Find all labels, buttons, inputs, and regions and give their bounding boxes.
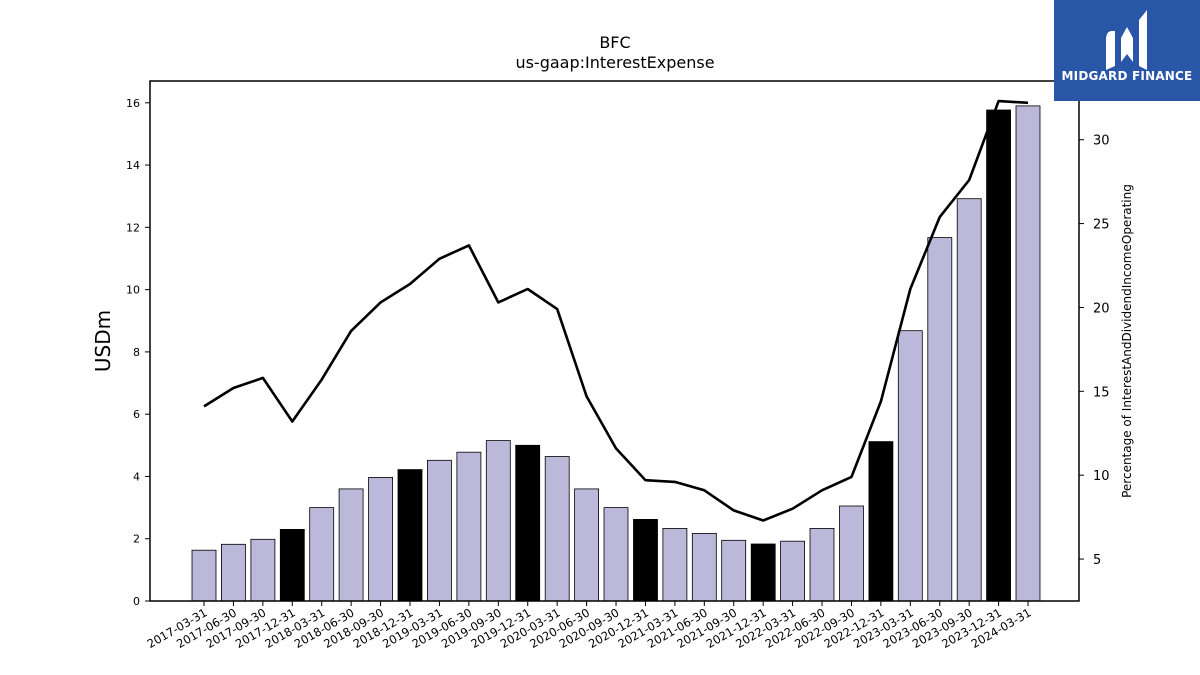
y-tick-label: 14 xyxy=(126,159,140,172)
bar-2023-03-31 xyxy=(897,330,923,602)
bar-2020-09-30 xyxy=(603,507,629,602)
bar-2019-06-30 xyxy=(456,451,482,602)
bar-2023-06-30 xyxy=(927,237,953,602)
bar-2023-09-30 xyxy=(956,198,982,602)
chart-title: BFC xyxy=(599,33,630,52)
midgard-m-logo-icon xyxy=(1106,10,1147,70)
bar-2019-03-31 xyxy=(426,459,452,602)
bar-2018-12-31 xyxy=(397,469,423,602)
y2-tick-label: 10 xyxy=(1093,469,1110,484)
bar-2021-06-30 xyxy=(691,533,717,602)
bar-2022-12-31 xyxy=(868,441,894,602)
bar-2020-06-30 xyxy=(574,488,599,602)
bar-2022-06-30 xyxy=(809,528,835,602)
bar-2018-06-30 xyxy=(338,488,364,602)
y-axis-label: USDm xyxy=(91,310,115,372)
bar-2017-06-30 xyxy=(220,543,246,602)
bar-2021-03-31 xyxy=(662,528,688,602)
bar-2020-03-31 xyxy=(544,456,570,602)
bar-2017-03-31 xyxy=(191,549,217,602)
bar-2021-12-31 xyxy=(750,543,776,602)
logo-text: MIDGARD FINANCE xyxy=(1061,69,1193,83)
bar-series xyxy=(191,105,1041,602)
chart-subtitle: us-gaap:InterestExpense xyxy=(515,53,714,72)
bar-2019-12-31 xyxy=(515,444,541,602)
y-tick-label: 6 xyxy=(133,408,140,421)
y-tick-label: 10 xyxy=(126,284,140,297)
y2-tick-label: 5 xyxy=(1093,553,1101,568)
bar-2017-09-30 xyxy=(250,538,276,602)
bar-2023-12-31 xyxy=(986,109,1011,602)
plot-frame xyxy=(149,80,1080,602)
y2-tick-label: 15 xyxy=(1093,385,1110,400)
y-tick-label: 12 xyxy=(126,221,140,234)
bar-2024-03-31 xyxy=(1015,105,1041,602)
y2-tick-label: 30 xyxy=(1093,134,1110,149)
y-tick-label: 2 xyxy=(133,533,140,546)
bar-2022-03-31 xyxy=(780,540,805,602)
x-axis: 2017-03-312017-06-302017-09-302017-12-31… xyxy=(145,601,1034,651)
bar-2019-09-30 xyxy=(485,440,511,602)
y-axis-left: 0 2 4 6 8 10 12 14 16 xyxy=(126,97,150,608)
logo: MIDGARD FINANCE xyxy=(1054,0,1200,101)
ratio-line xyxy=(203,99,1029,522)
y2-tick-label: 20 xyxy=(1093,301,1110,316)
bar-2018-09-30 xyxy=(368,476,394,602)
bar-2022-09-30 xyxy=(839,505,864,602)
y-axis-right: 5 10 15 20 25 30 xyxy=(1079,134,1110,568)
y2-axis-label: Percentage of InterestAndDividendIncomeO… xyxy=(1120,184,1134,498)
y-tick-label: 8 xyxy=(133,346,140,359)
bar-2020-12-31 xyxy=(633,519,658,602)
y-tick-label: 0 xyxy=(133,595,140,608)
bar-2017-12-31 xyxy=(279,529,305,602)
bar-2021-09-30 xyxy=(721,539,747,602)
y-tick-label: 4 xyxy=(133,470,140,483)
bar-2018-03-31 xyxy=(309,507,335,602)
y-tick-label: 16 xyxy=(126,97,140,110)
y2-tick-label: 25 xyxy=(1093,218,1110,233)
